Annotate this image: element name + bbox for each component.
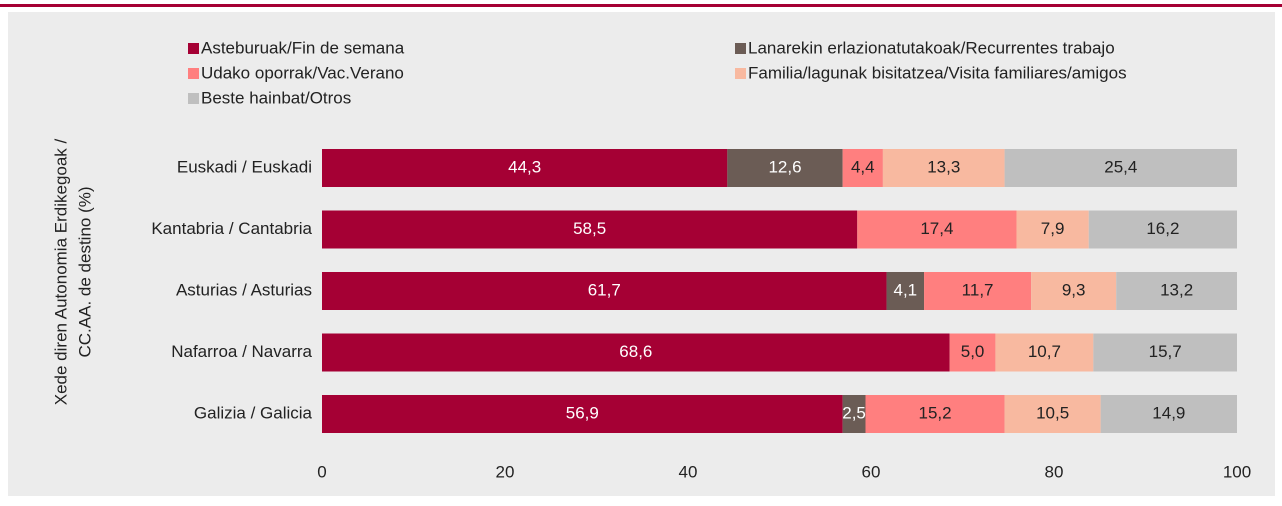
bar-segment bbox=[995, 333, 1094, 372]
bar-segment bbox=[322, 149, 728, 187]
bar-segment bbox=[1004, 395, 1101, 433]
legend-swatch bbox=[735, 68, 746, 79]
data-label: 9,3 bbox=[1062, 280, 1086, 299]
bar-segment bbox=[1100, 395, 1237, 433]
data-label: 14,9 bbox=[1152, 403, 1185, 422]
data-label: 25,4 bbox=[1104, 157, 1137, 176]
legend-label: Asteburuak/Fin de semana bbox=[201, 38, 405, 57]
data-label: 58,5 bbox=[573, 219, 606, 238]
data-label: 44,3 bbox=[508, 157, 541, 176]
legend-swatch bbox=[188, 43, 199, 54]
legend-swatch bbox=[735, 43, 746, 54]
bar-segment bbox=[924, 272, 1032, 310]
legend-swatch bbox=[188, 93, 199, 104]
bar-segment bbox=[882, 149, 1005, 187]
legend-label: Lanarekin erlazionatutakoak/Recurrentes … bbox=[748, 38, 1115, 57]
data-label: 12,6 bbox=[768, 157, 801, 176]
bar-segment bbox=[322, 210, 858, 249]
bar-segment bbox=[1093, 333, 1237, 372]
y-tick-label: Nafarroa / Navarra bbox=[171, 342, 312, 361]
x-tick-label: 100 bbox=[1223, 462, 1251, 481]
bar-segment bbox=[1088, 210, 1237, 249]
bar-segment bbox=[857, 210, 1017, 249]
data-label: 17,4 bbox=[920, 219, 953, 238]
data-label: 10,7 bbox=[1028, 342, 1061, 361]
data-label: 15,7 bbox=[1149, 342, 1182, 361]
bar-segment bbox=[322, 333, 950, 372]
y-tick-label: Euskadi / Euskadi bbox=[177, 157, 312, 176]
bar-segment bbox=[949, 333, 996, 372]
data-label: 68,6 bbox=[619, 342, 652, 361]
y-tick-label: Asturias / Asturias bbox=[176, 280, 312, 299]
data-label: 56,9 bbox=[566, 403, 599, 422]
x-tick-label: 20 bbox=[496, 462, 515, 481]
x-tick-label: 0 bbox=[317, 462, 326, 481]
bar-segment bbox=[727, 149, 843, 187]
data-label: 5,0 bbox=[961, 342, 985, 361]
data-label: 4,1 bbox=[893, 280, 917, 299]
data-label: 10,5 bbox=[1036, 403, 1069, 422]
bar-segment bbox=[842, 395, 866, 433]
bar-segment bbox=[1016, 210, 1089, 249]
x-tick-label: 80 bbox=[1045, 462, 1064, 481]
legend-label: Udako oporrak/Vac.Verano bbox=[201, 63, 404, 82]
data-label: 61,7 bbox=[588, 280, 621, 299]
x-tick-label: 40 bbox=[679, 462, 698, 481]
data-label: 13,2 bbox=[1160, 280, 1193, 299]
y-tick-label: Galizia / Galicia bbox=[194, 403, 313, 422]
y-axis-label: CC.AA. de destino (%) bbox=[75, 186, 94, 357]
data-label: 4,4 bbox=[851, 157, 875, 176]
bar-segment bbox=[865, 395, 1005, 433]
y-tick-label: Kantabria / Cantabria bbox=[151, 219, 312, 238]
bar-segment bbox=[1116, 272, 1237, 310]
data-label: 2,5 bbox=[842, 403, 866, 422]
data-label: 7,9 bbox=[1041, 219, 1065, 238]
bar-segment bbox=[322, 395, 843, 433]
data-label: 16,2 bbox=[1146, 219, 1179, 238]
legend-label: Familia/lagunak bisitatzea/Visita famili… bbox=[748, 63, 1127, 82]
bar-segment bbox=[1031, 272, 1117, 310]
data-label: 15,2 bbox=[919, 403, 952, 422]
bar-segment bbox=[886, 272, 925, 310]
legend-swatch bbox=[188, 68, 199, 79]
data-label: 13,3 bbox=[927, 157, 960, 176]
top-border bbox=[0, 4, 1282, 7]
bar-segment bbox=[1004, 149, 1237, 187]
bar-segment bbox=[322, 272, 887, 310]
legend-label: Beste hainbat/Otros bbox=[201, 88, 351, 107]
x-tick-label: 60 bbox=[862, 462, 881, 481]
y-axis-label: Xede diren Autonomia Erdikegoak / bbox=[51, 138, 70, 405]
data-label: 11,7 bbox=[962, 280, 994, 299]
bar-segment bbox=[842, 149, 883, 187]
